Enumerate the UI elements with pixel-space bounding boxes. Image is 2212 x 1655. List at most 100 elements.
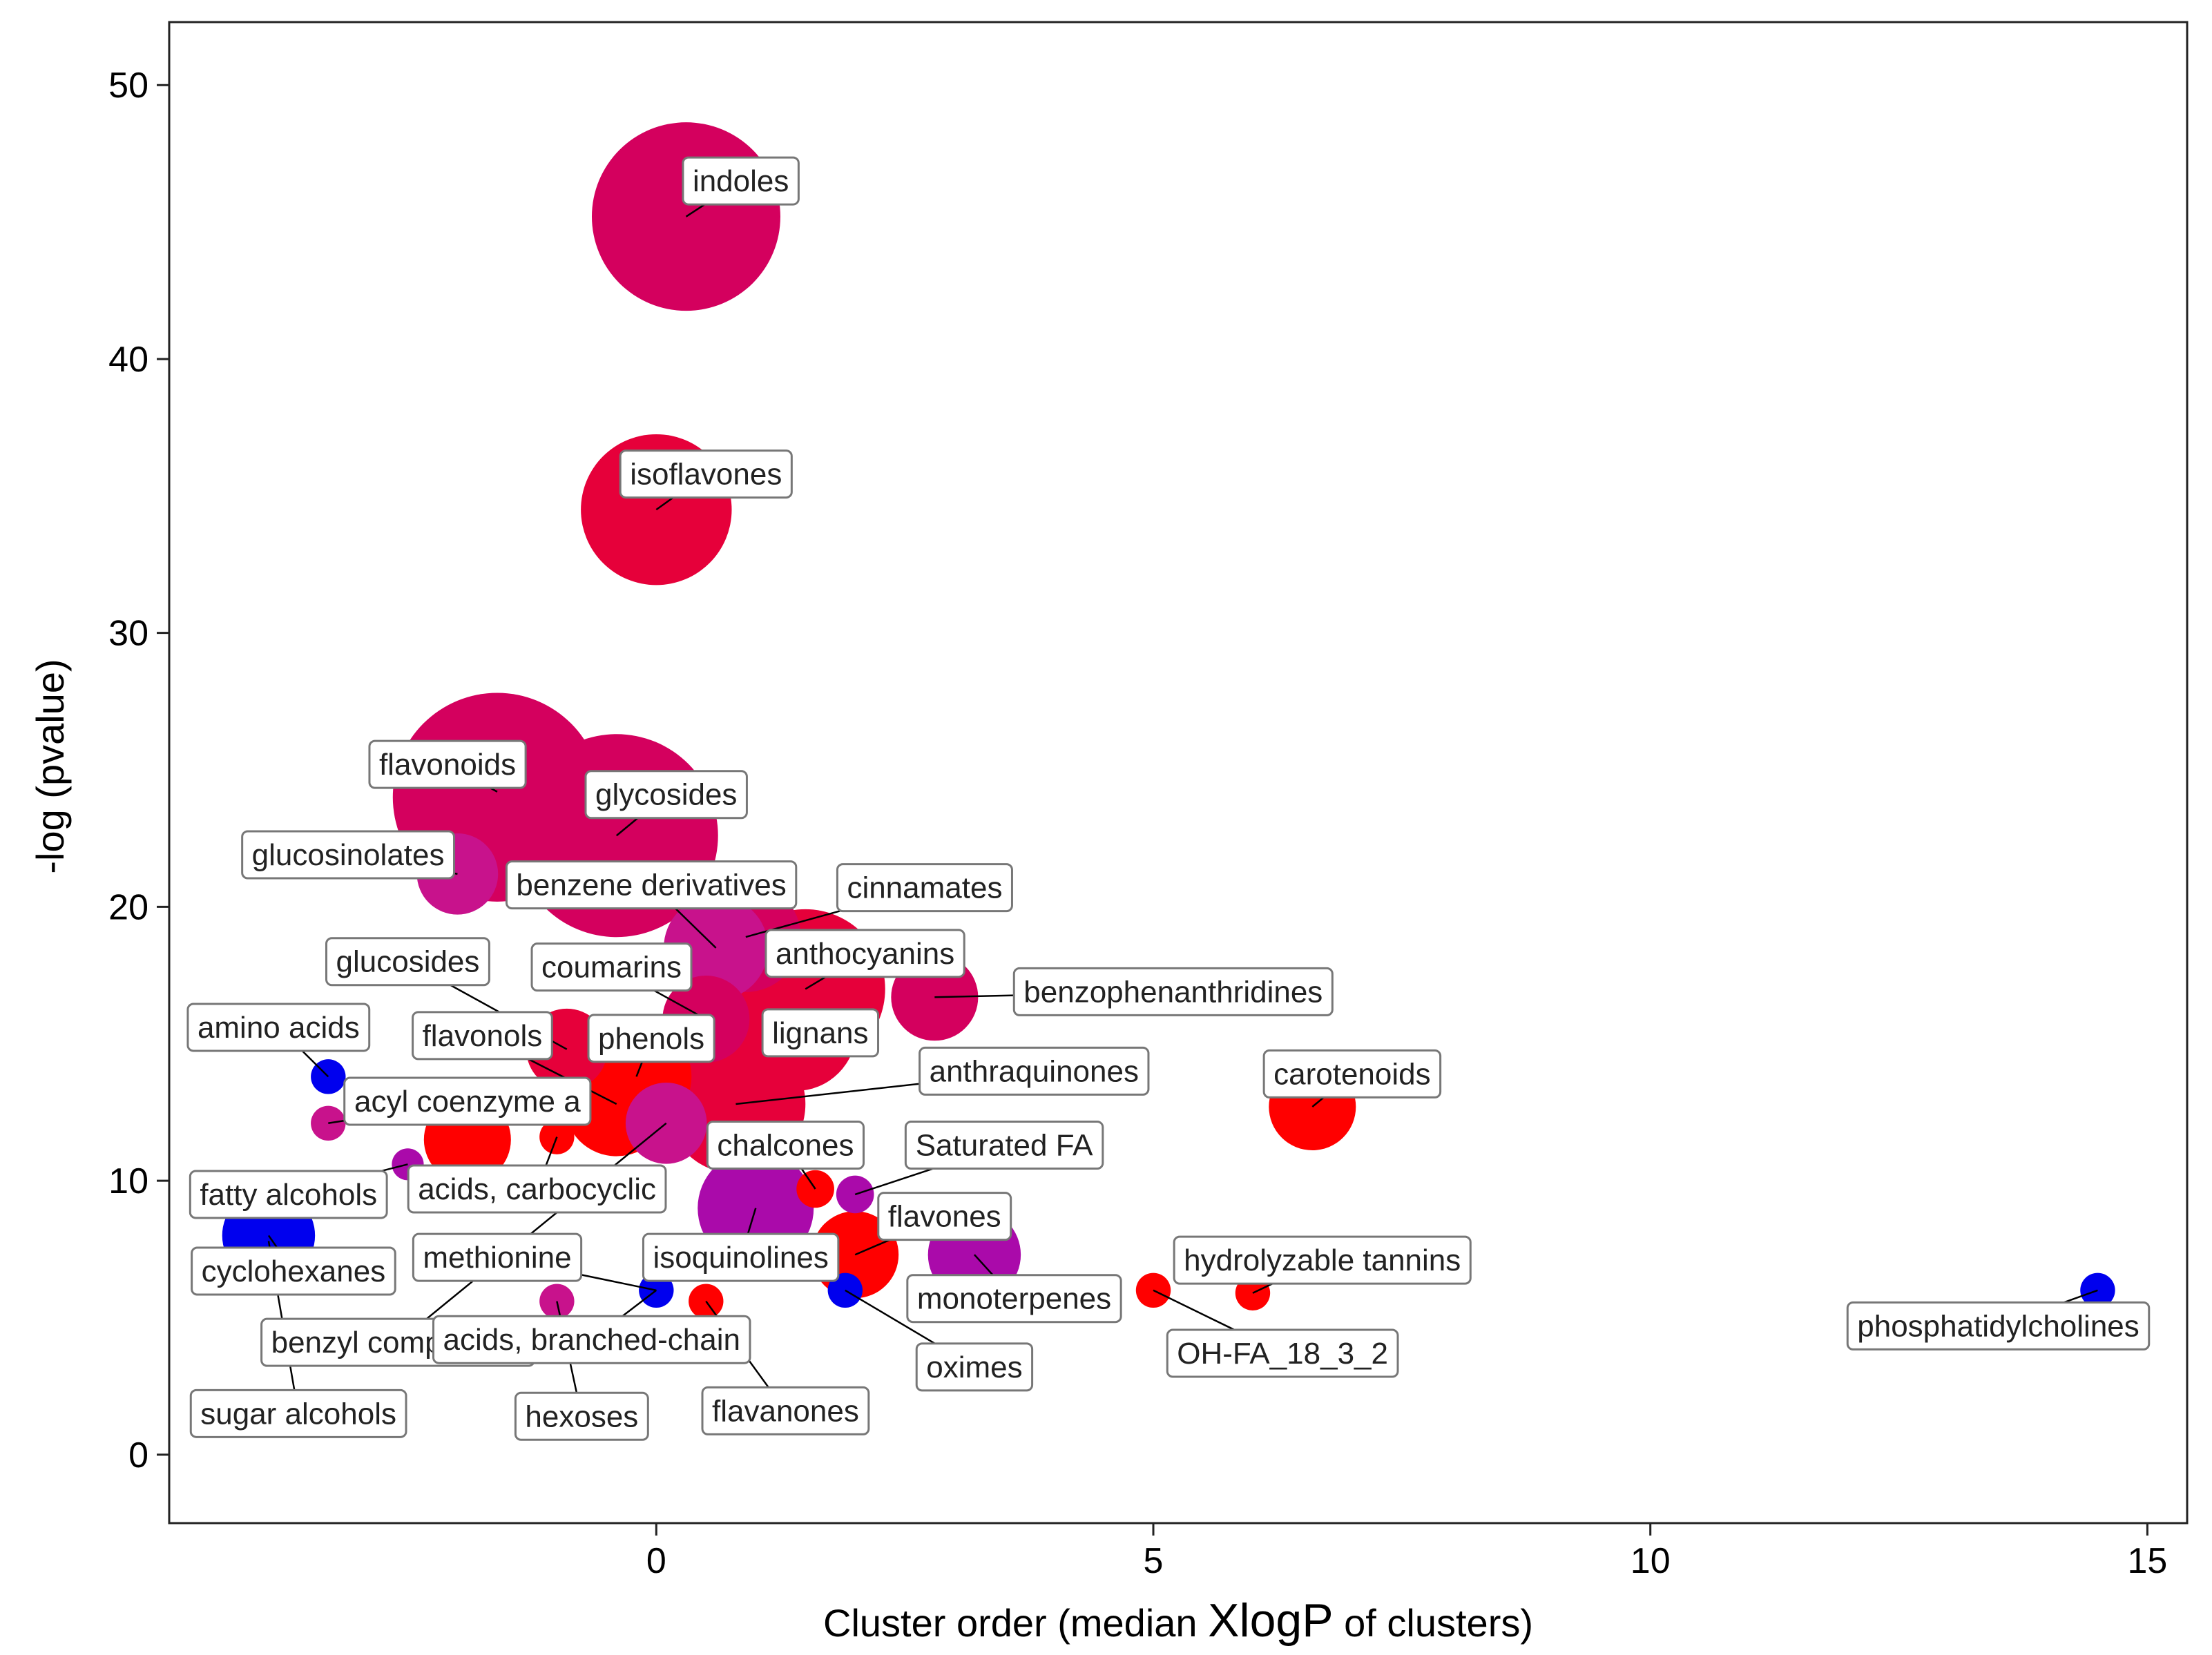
label-acids-carbocyclic: acids, carbocyclic bbox=[407, 1164, 667, 1214]
label-box-chalcones bbox=[706, 1121, 865, 1170]
label-cinnamates: cinnamates bbox=[836, 863, 1013, 913]
label-text-benzophenanthridines: benzophenanthridines bbox=[1023, 975, 1323, 1009]
label-anthraquinones: anthraquinones bbox=[919, 1046, 1150, 1096]
label-text-acids-branched-chain: acids, branched-chain bbox=[443, 1323, 740, 1357]
label-methionine: methionine bbox=[412, 1232, 583, 1282]
label-oh-fa-18-3-2: OH-FA_18_3_2 bbox=[1166, 1328, 1399, 1378]
label-text-anthraquinones: anthraquinones bbox=[930, 1054, 1139, 1088]
y-tick-label-50: 50 bbox=[108, 66, 148, 106]
label-box-anthocyanins bbox=[764, 929, 965, 978]
label-text-glucosides: glucosides bbox=[336, 945, 480, 979]
label-box-acids-carbocyclic bbox=[407, 1164, 667, 1214]
label-coumarins: coumarins bbox=[530, 942, 693, 992]
label-carotenoids: carotenoids bbox=[1262, 1049, 1442, 1099]
label-anthocyanins: anthocyanins bbox=[764, 929, 965, 978]
label-box-phenols bbox=[587, 1014, 715, 1063]
label-text-flavonols: flavonols bbox=[423, 1019, 543, 1053]
label-box-cinnamates bbox=[836, 863, 1013, 913]
label-acyl-coenzyme-a: acyl coenzyme a bbox=[343, 1076, 592, 1126]
label-amino-acids: amino acids bbox=[186, 1003, 371, 1052]
label-box-methionine bbox=[412, 1232, 583, 1282]
label-hexoses: hexoses bbox=[514, 1391, 649, 1441]
label-box-flavonoids bbox=[368, 739, 527, 789]
label-box-anthraquinones bbox=[919, 1046, 1150, 1096]
label-fatty-alcohols: fatty alcohols bbox=[189, 1170, 388, 1219]
label-chalcones: chalcones bbox=[706, 1121, 865, 1170]
label-flavonoids: flavonoids bbox=[368, 739, 527, 789]
label-flavanones: flavanones bbox=[701, 1386, 870, 1435]
label-text-hexoses: hexoses bbox=[525, 1400, 638, 1433]
label-glycosides: glycosides bbox=[584, 770, 748, 820]
label-saturated-fa: Saturated FA bbox=[904, 1121, 1104, 1170]
label-box-saturated-fa bbox=[904, 1121, 1104, 1170]
label-box-benzophenanthridines bbox=[1012, 967, 1334, 1016]
label-text-saturated-fa: Saturated FA bbox=[916, 1129, 1093, 1163]
label-flavones: flavones bbox=[877, 1192, 1012, 1241]
label-text-indoles: indoles bbox=[693, 164, 789, 198]
label-indoles: indoles bbox=[682, 156, 800, 206]
label-text-monoterpenes: monoterpenes bbox=[917, 1282, 1111, 1316]
label-text-isoflavones: isoflavones bbox=[630, 458, 782, 492]
label-flavonols: flavonols bbox=[412, 1011, 553, 1061]
bubble-label-layer: indoles isoflavones flavonoids glycosides gl… bbox=[186, 156, 2151, 1441]
label-box-isoflavones bbox=[619, 449, 793, 499]
label-text-flavonoids: flavonoids bbox=[379, 748, 516, 782]
label-box-indoles bbox=[682, 156, 800, 206]
y-tick-label-20: 20 bbox=[108, 887, 148, 927]
label-box-glucosinolates bbox=[241, 830, 456, 880]
label-isoflavones: isoflavones bbox=[619, 449, 793, 499]
label-text-amino-acids: amino acids bbox=[198, 1011, 360, 1045]
label-box-benzene-derivatives bbox=[505, 860, 798, 910]
label-text-fatty-alcohols: fatty alcohols bbox=[200, 1178, 377, 1212]
label-phosphatidylcholines: phosphatidylcholines bbox=[1846, 1301, 2151, 1351]
label-box-flavanones bbox=[701, 1386, 870, 1435]
label-lignans: lignans bbox=[761, 1008, 880, 1058]
label-text-flavones: flavones bbox=[888, 1200, 1001, 1234]
label-text-sugar-alcohols: sugar alcohols bbox=[200, 1397, 396, 1431]
label-box-amino-acids bbox=[186, 1003, 371, 1052]
label-acids-branched-chain: acids, branched-chain bbox=[432, 1315, 751, 1364]
label-box-sugar-alcohols bbox=[189, 1388, 407, 1438]
label-box-isoquinolines bbox=[642, 1232, 840, 1282]
y-tick-label-30: 30 bbox=[108, 614, 148, 654]
label-box-cyclohexanes bbox=[191, 1246, 396, 1296]
label-text-anthocyanins: anthocyanins bbox=[776, 937, 954, 971]
label-isoquinolines: isoquinolines bbox=[642, 1232, 840, 1282]
x-tick-label-0: 0 bbox=[646, 1541, 666, 1581]
label-box-hydrolyzable-tannins bbox=[1173, 1235, 1472, 1285]
label-text-cyclohexanes: cyclohexanes bbox=[202, 1255, 386, 1288]
label-box-glycosides bbox=[584, 770, 748, 820]
x-tick-label-5: 5 bbox=[1144, 1541, 1164, 1581]
label-text-phosphatidylcholines: phosphatidylcholines bbox=[1857, 1309, 2139, 1343]
label-box-lignans bbox=[761, 1008, 880, 1058]
label-box-phosphatidylcholines bbox=[1846, 1301, 2151, 1351]
label-box-oh-fa-18-3-2 bbox=[1166, 1328, 1399, 1378]
label-box-flavonols bbox=[412, 1011, 553, 1061]
label-sugar-alcohols: sugar alcohols bbox=[189, 1388, 407, 1438]
y-tick-label-10: 10 bbox=[108, 1161, 148, 1201]
label-box-monoterpenes bbox=[906, 1274, 1122, 1324]
label-hydrolyzable-tannins: hydrolyzable tannins bbox=[1173, 1235, 1472, 1285]
label-text-chalcones: chalcones bbox=[717, 1129, 854, 1163]
label-text-phenols: phenols bbox=[598, 1022, 704, 1056]
label-text-oximes: oximes bbox=[926, 1351, 1022, 1384]
label-monoterpenes: monoterpenes bbox=[906, 1274, 1122, 1324]
x-axis-title-part-3: of clusters) bbox=[1334, 1601, 1533, 1645]
label-text-glycosides: glycosides bbox=[595, 778, 737, 812]
label-text-lignans: lignans bbox=[772, 1016, 868, 1050]
label-glucosinolates: glucosinolates bbox=[241, 830, 456, 880]
label-cyclohexanes: cyclohexanes bbox=[191, 1246, 396, 1296]
label-phenols: phenols bbox=[587, 1014, 715, 1063]
label-box-flavones bbox=[877, 1192, 1012, 1241]
label-text-glucosinolates: glucosinolates bbox=[252, 838, 445, 872]
x-axis-title-part-2: XlogP bbox=[1208, 1594, 1333, 1647]
label-text-isoquinolines: isoquinolines bbox=[653, 1241, 828, 1275]
label-box-acids-branched-chain bbox=[432, 1315, 751, 1364]
label-text-cinnamates: cinnamates bbox=[847, 871, 1002, 905]
label-text-benzene-derivatives: benzene derivatives bbox=[516, 869, 786, 902]
x-axis-title-part-1: Cluster order (median bbox=[823, 1601, 1208, 1645]
y-tick-label-40: 40 bbox=[108, 340, 148, 380]
label-oximes: oximes bbox=[915, 1342, 1034, 1392]
label-box-hexoses bbox=[514, 1391, 649, 1441]
